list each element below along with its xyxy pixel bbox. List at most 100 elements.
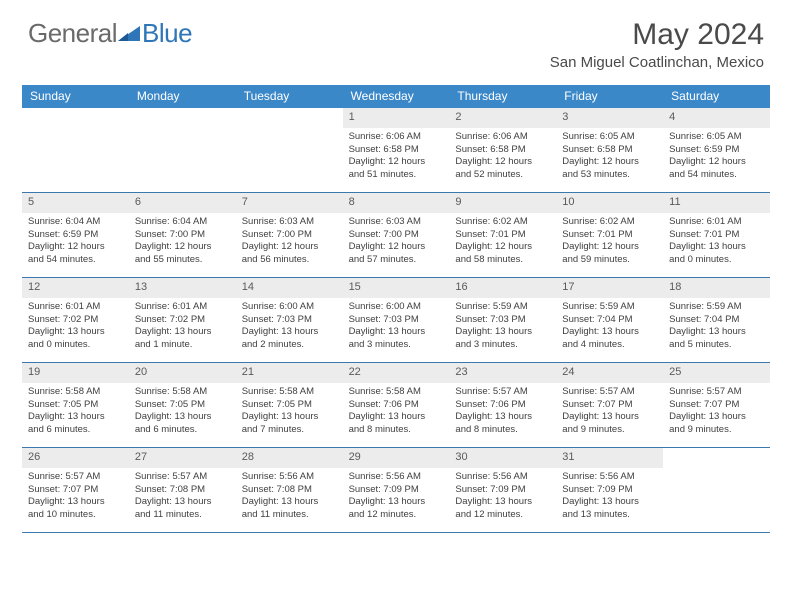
daylight-line: Daylight: 12 hours and 54 minutes. (28, 241, 123, 267)
sunrise-line: Sunrise: 6:01 AM (135, 301, 230, 314)
sunset-line: Sunset: 6:59 PM (28, 229, 123, 242)
sunrise-line: Sunrise: 6:01 AM (669, 216, 764, 229)
sunrise-line: Sunrise: 6:06 AM (349, 131, 444, 144)
sunset-line: Sunset: 7:09 PM (455, 484, 550, 497)
daylight-line: Daylight: 12 hours and 54 minutes. (669, 156, 764, 182)
sunset-line: Sunset: 7:08 PM (242, 484, 337, 497)
day-number: 28 (236, 448, 343, 468)
sunrise-line: Sunrise: 5:56 AM (455, 471, 550, 484)
daylight-line: Daylight: 12 hours and 57 minutes. (349, 241, 444, 267)
daylight-line: Daylight: 13 hours and 2 minutes. (242, 326, 337, 352)
day-number: 22 (343, 363, 450, 383)
day-number: 11 (663, 193, 770, 213)
sunset-line: Sunset: 7:01 PM (455, 229, 550, 242)
sunset-line: Sunset: 7:07 PM (28, 484, 123, 497)
sunrise-line: Sunrise: 6:01 AM (28, 301, 123, 314)
day-cell: 27Sunrise: 5:57 AMSunset: 7:08 PMDayligh… (129, 448, 236, 532)
day-cell: 16Sunrise: 5:59 AMSunset: 7:03 PMDayligh… (449, 278, 556, 362)
day-number: 26 (22, 448, 129, 468)
sunset-line: Sunset: 6:58 PM (455, 144, 550, 157)
sunset-line: Sunset: 7:00 PM (242, 229, 337, 242)
dow-cell: Sunday (22, 85, 129, 108)
day-cell: 29Sunrise: 5:56 AMSunset: 7:09 PMDayligh… (343, 448, 450, 532)
sunrise-line: Sunrise: 6:00 AM (242, 301, 337, 314)
daylight-line: Daylight: 12 hours and 59 minutes. (562, 241, 657, 267)
sunrise-line: Sunrise: 5:59 AM (669, 301, 764, 314)
sunset-line: Sunset: 7:05 PM (28, 399, 123, 412)
brand-triangle-icon (118, 24, 140, 42)
day-cell: 20Sunrise: 5:58 AMSunset: 7:05 PMDayligh… (129, 363, 236, 447)
day-cell: 31Sunrise: 5:56 AMSunset: 7:09 PMDayligh… (556, 448, 663, 532)
day-number: 5 (22, 193, 129, 213)
daylight-line: Daylight: 13 hours and 10 minutes. (28, 496, 123, 522)
day-cell: 28Sunrise: 5:56 AMSunset: 7:08 PMDayligh… (236, 448, 343, 532)
daylight-line: Daylight: 12 hours and 58 minutes. (455, 241, 550, 267)
header: General Blue May 2024 San Miguel Coatlin… (0, 0, 792, 79)
sunrise-line: Sunrise: 5:58 AM (135, 386, 230, 399)
day-cell: 24Sunrise: 5:57 AMSunset: 7:07 PMDayligh… (556, 363, 663, 447)
day-cell: 6Sunrise: 6:04 AMSunset: 7:00 PMDaylight… (129, 193, 236, 277)
brand-part1: General (28, 18, 117, 49)
week-row: 19Sunrise: 5:58 AMSunset: 7:05 PMDayligh… (22, 363, 770, 448)
sunset-line: Sunset: 7:03 PM (455, 314, 550, 327)
week-row: 26Sunrise: 5:57 AMSunset: 7:07 PMDayligh… (22, 448, 770, 533)
sunset-line: Sunset: 6:58 PM (349, 144, 444, 157)
sunset-line: Sunset: 7:03 PM (349, 314, 444, 327)
day-cell: 26Sunrise: 5:57 AMSunset: 7:07 PMDayligh… (22, 448, 129, 532)
day-number: 4 (663, 108, 770, 128)
day-cell: 14Sunrise: 6:00 AMSunset: 7:03 PMDayligh… (236, 278, 343, 362)
sunrise-line: Sunrise: 6:00 AM (349, 301, 444, 314)
sunset-line: Sunset: 7:00 PM (349, 229, 444, 242)
month-title: May 2024 (550, 18, 764, 52)
sunset-line: Sunset: 7:07 PM (669, 399, 764, 412)
sunrise-line: Sunrise: 5:59 AM (562, 301, 657, 314)
daylight-line: Daylight: 13 hours and 0 minutes. (28, 326, 123, 352)
sunrise-line: Sunrise: 6:05 AM (669, 131, 764, 144)
sunset-line: Sunset: 7:05 PM (135, 399, 230, 412)
day-cell: 30Sunrise: 5:56 AMSunset: 7:09 PMDayligh… (449, 448, 556, 532)
dow-header-row: SundayMondayTuesdayWednesdayThursdayFrid… (22, 85, 770, 108)
day-cell: 19Sunrise: 5:58 AMSunset: 7:05 PMDayligh… (22, 363, 129, 447)
day-number: 29 (343, 448, 450, 468)
sunrise-line: Sunrise: 6:05 AM (562, 131, 657, 144)
sunset-line: Sunset: 7:07 PM (562, 399, 657, 412)
calendar: SundayMondayTuesdayWednesdayThursdayFrid… (22, 85, 770, 533)
day-cell: 25Sunrise: 5:57 AMSunset: 7:07 PMDayligh… (663, 363, 770, 447)
daylight-line: Daylight: 13 hours and 5 minutes. (669, 326, 764, 352)
sunrise-line: Sunrise: 6:03 AM (242, 216, 337, 229)
daylight-line: Daylight: 13 hours and 8 minutes. (349, 411, 444, 437)
sunrise-line: Sunrise: 5:58 AM (28, 386, 123, 399)
day-number: 14 (236, 278, 343, 298)
daylight-line: Daylight: 13 hours and 3 minutes. (455, 326, 550, 352)
day-cell: 5Sunrise: 6:04 AMSunset: 6:59 PMDaylight… (22, 193, 129, 277)
day-number: 19 (22, 363, 129, 383)
daylight-line: Daylight: 13 hours and 12 minutes. (455, 496, 550, 522)
daylight-line: Daylight: 13 hours and 13 minutes. (562, 496, 657, 522)
day-cell: . (663, 448, 770, 532)
daylight-line: Daylight: 13 hours and 4 minutes. (562, 326, 657, 352)
day-number: 23 (449, 363, 556, 383)
week-row: 12Sunrise: 6:01 AMSunset: 7:02 PMDayligh… (22, 278, 770, 363)
sunrise-line: Sunrise: 5:59 AM (455, 301, 550, 314)
day-cell: 7Sunrise: 6:03 AMSunset: 7:00 PMDaylight… (236, 193, 343, 277)
day-number: 2 (449, 108, 556, 128)
day-number: 31 (556, 448, 663, 468)
dow-cell: Wednesday (343, 85, 450, 108)
daylight-line: Daylight: 12 hours and 55 minutes. (135, 241, 230, 267)
sunrise-line: Sunrise: 6:04 AM (135, 216, 230, 229)
sunrise-line: Sunrise: 5:57 AM (669, 386, 764, 399)
dow-cell: Monday (129, 85, 236, 108)
sunset-line: Sunset: 6:59 PM (669, 144, 764, 157)
sunset-line: Sunset: 7:06 PM (455, 399, 550, 412)
day-cell: . (22, 108, 129, 192)
sunset-line: Sunset: 7:00 PM (135, 229, 230, 242)
sunrise-line: Sunrise: 5:56 AM (349, 471, 444, 484)
daylight-line: Daylight: 13 hours and 0 minutes. (669, 241, 764, 267)
sunset-line: Sunset: 7:01 PM (562, 229, 657, 242)
brand-logo: General Blue (28, 18, 192, 49)
sunset-line: Sunset: 7:04 PM (562, 314, 657, 327)
sunrise-line: Sunrise: 6:02 AM (562, 216, 657, 229)
sunset-line: Sunset: 7:06 PM (349, 399, 444, 412)
sunrise-line: Sunrise: 5:57 AM (135, 471, 230, 484)
day-cell: 18Sunrise: 5:59 AMSunset: 7:04 PMDayligh… (663, 278, 770, 362)
